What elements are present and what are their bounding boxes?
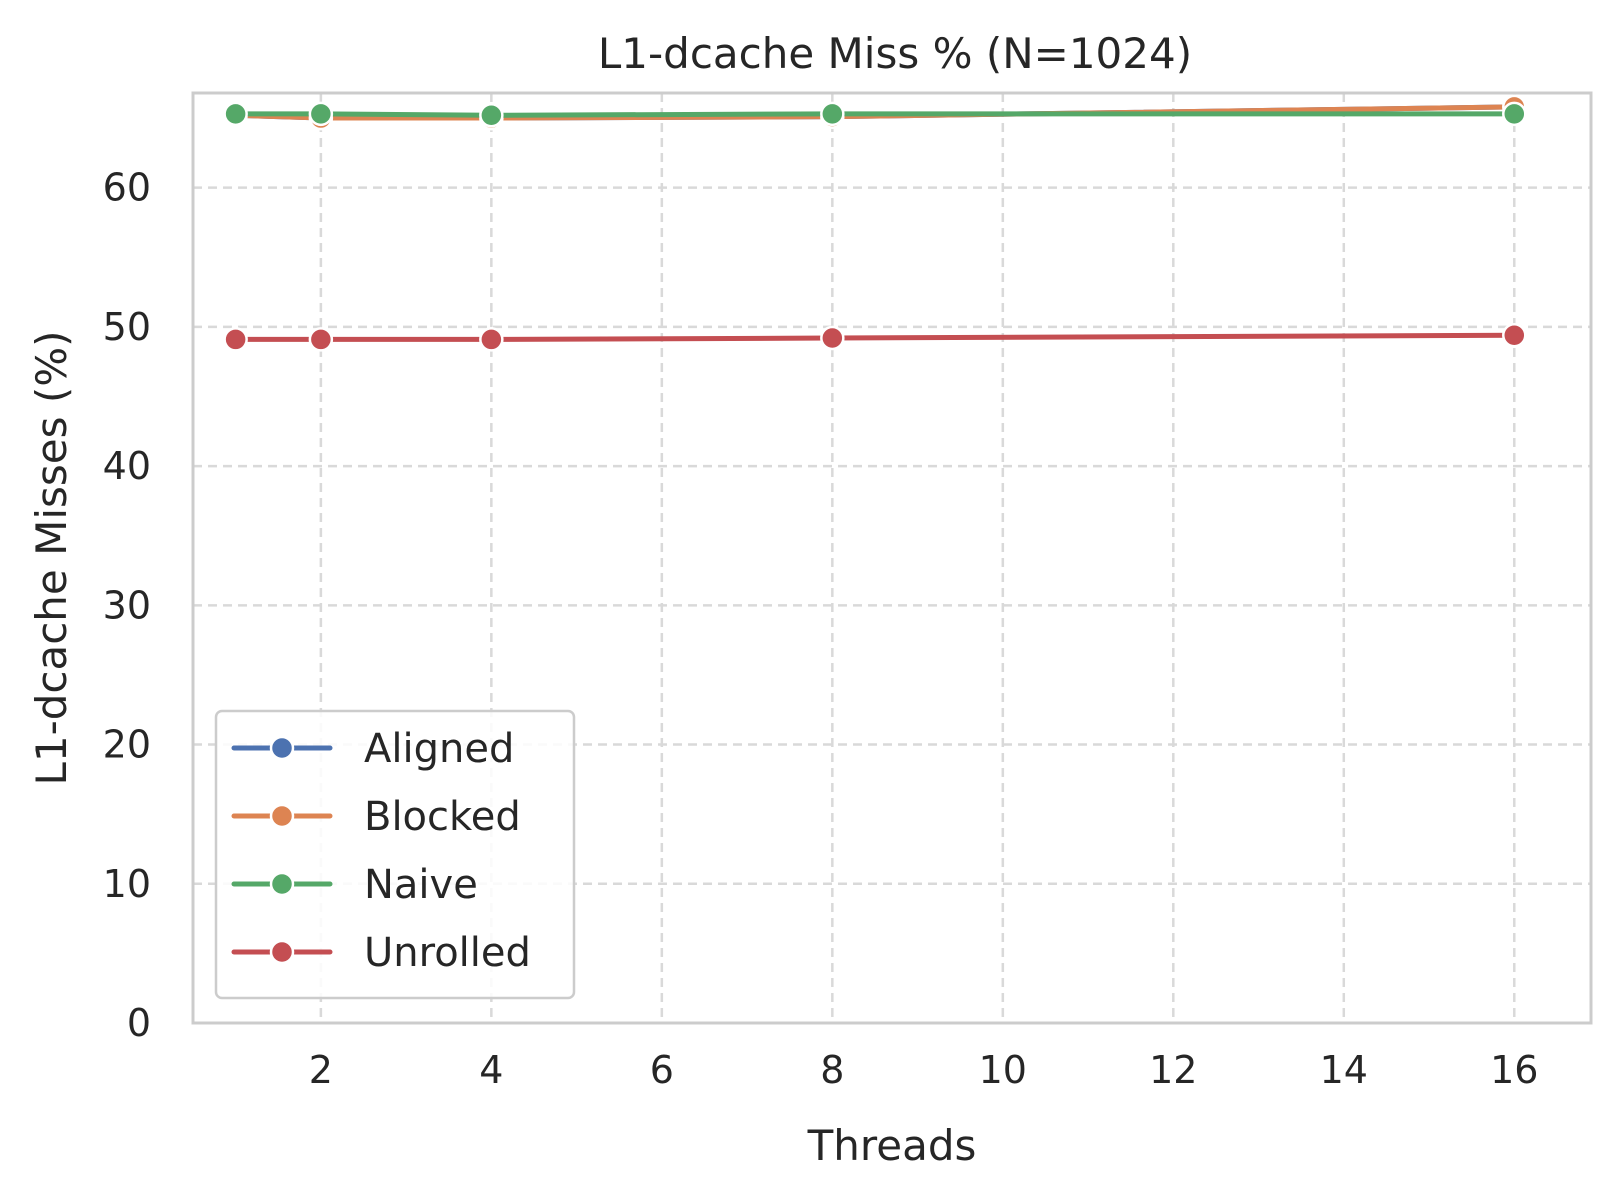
y-tick-label: 10 bbox=[103, 862, 151, 906]
x-axis-label: Threads bbox=[807, 1121, 977, 1170]
x-tick-label: 12 bbox=[1149, 1048, 1197, 1092]
y-tick-label: 20 bbox=[103, 723, 151, 767]
legend-marker-unrolled bbox=[269, 939, 295, 965]
data-point-unrolled bbox=[479, 327, 504, 352]
data-point-unrolled bbox=[1502, 322, 1527, 348]
legend-box bbox=[214, 709, 576, 1000]
x-tick-label: 8 bbox=[820, 1048, 844, 1092]
y-tick-label: 0 bbox=[127, 1001, 151, 1045]
series-line-naive bbox=[233, 111, 1517, 118]
y-tick-label: 50 bbox=[103, 305, 151, 349]
legend-label-aligned: Aligned bbox=[364, 726, 514, 772]
legend: Aligned Blocked Naive Unrolled bbox=[214, 709, 576, 1000]
x-tick-label: 14 bbox=[1320, 1048, 1368, 1092]
x-tick-label: 6 bbox=[650, 1048, 674, 1092]
series-naive bbox=[223, 101, 1527, 128]
legend-label-blocked: Blocked bbox=[364, 794, 521, 840]
data-point-naive bbox=[223, 101, 248, 127]
tick-labels: 2 4 6 8 10 12 14 16 0 10 20 30 40 50 60 bbox=[103, 166, 1539, 1092]
data-point-naive bbox=[1502, 101, 1527, 127]
y-tick-label: 40 bbox=[103, 444, 151, 488]
chart-title: L1-dcache Miss % (N=1024) bbox=[598, 29, 1192, 78]
x-tick-label: 16 bbox=[1490, 1048, 1538, 1092]
legend-item-naive: Naive bbox=[231, 862, 478, 908]
series-layer bbox=[223, 94, 1527, 352]
legend-label-naive: Naive bbox=[364, 862, 478, 908]
data-point-unrolled bbox=[308, 327, 334, 352]
legend-label-unrolled: Unrolled bbox=[364, 930, 531, 976]
series-line-unrolled bbox=[233, 332, 1517, 342]
legend-marker-aligned bbox=[269, 735, 295, 761]
data-point-naive bbox=[820, 101, 845, 127]
x-tick-label: 10 bbox=[979, 1048, 1027, 1092]
data-point-naive bbox=[308, 101, 334, 127]
y-tick-label: 30 bbox=[103, 583, 151, 627]
legend-item-unrolled: Unrolled bbox=[231, 930, 531, 976]
data-point-unrolled bbox=[820, 325, 845, 351]
x-tick-label: 4 bbox=[479, 1048, 503, 1092]
legend-marker-blocked bbox=[269, 803, 295, 829]
y-axis-label: L1-dcache Misses (%) bbox=[27, 330, 76, 785]
legend-marker-naive bbox=[269, 871, 295, 897]
legend-item-aligned: Aligned bbox=[231, 726, 514, 772]
x-tick-label: 2 bbox=[309, 1048, 333, 1092]
data-point-unrolled bbox=[223, 327, 248, 352]
legend-item-blocked: Blocked bbox=[231, 794, 521, 840]
data-point-naive bbox=[479, 103, 504, 128]
axes-frame bbox=[191, 91, 1593, 1025]
y-tick-label: 60 bbox=[103, 166, 151, 210]
series-unrolled bbox=[223, 322, 1527, 352]
